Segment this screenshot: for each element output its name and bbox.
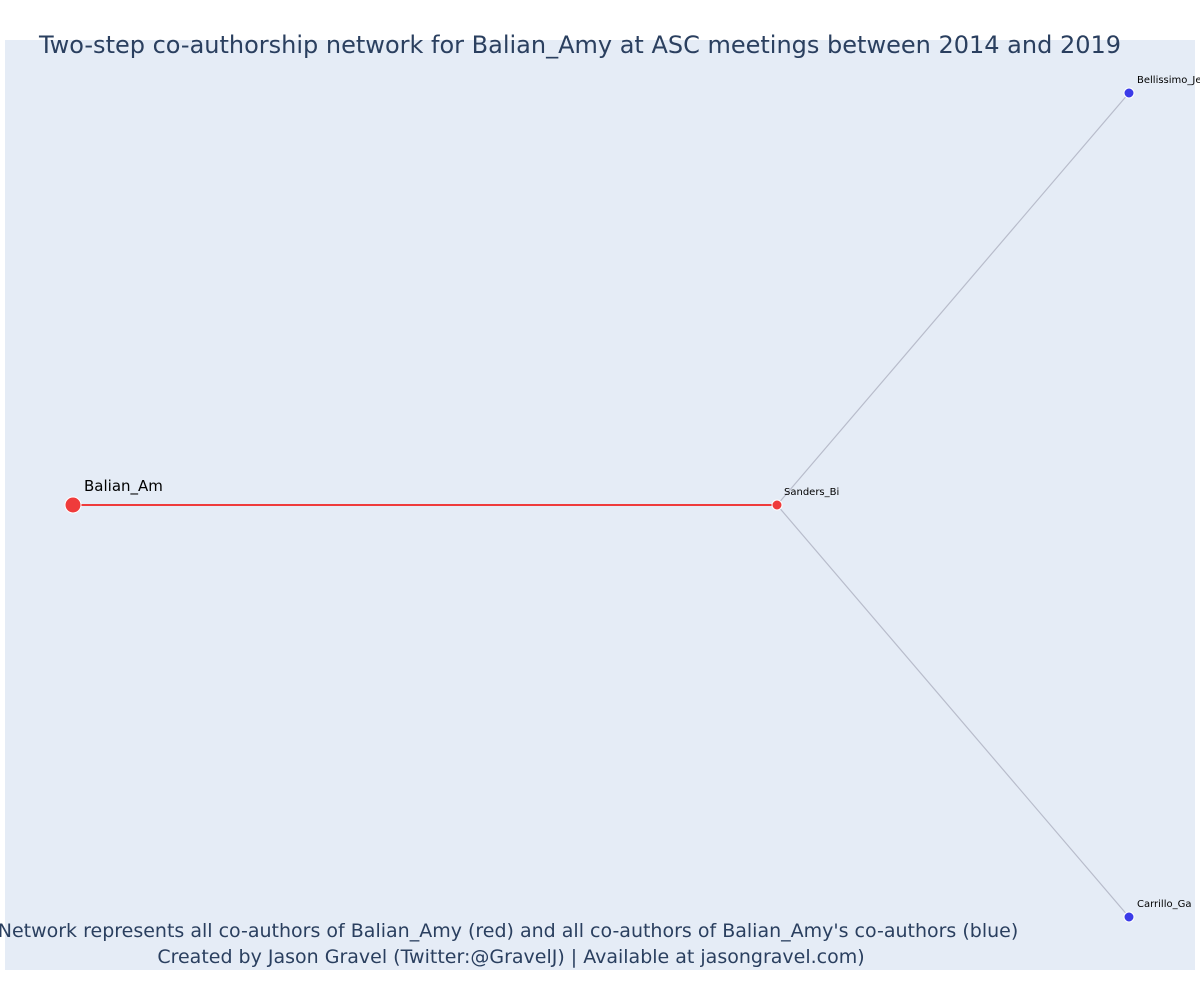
- node-label-sanders-bi: Sanders_Bi: [784, 487, 839, 498]
- node-carrillo-ga[interactable]: [1123, 911, 1135, 923]
- chart-title: Two-step co-authorship network for Balia…: [38, 31, 1121, 59]
- node-label-balian-am: Balian_Am: [84, 477, 163, 496]
- node-label-bellissimo-je: Bellissimo_Je: [1137, 75, 1200, 86]
- nodes-layer: [64, 87, 1135, 923]
- node-bellissimo-je[interactable]: [1123, 87, 1135, 99]
- edge-sanders_bi-carrillo_ga: [776, 504, 1130, 918]
- node-sanders-bi[interactable]: [771, 499, 783, 511]
- caption-line-1: Network represents all co-authors of Bal…: [0, 920, 1018, 942]
- node-label-carrillo-ga: Carrillo_Ga: [1137, 899, 1192, 910]
- node-balian-am[interactable]: [64, 496, 82, 514]
- edge-sanders_bi-bellissimo_je: [776, 92, 1130, 506]
- labels-layer: Balian_Am Sanders_Bi Bellissimo_Je Carrillo…: [84, 75, 1200, 910]
- edges-layer: [73, 92, 1130, 918]
- caption-line-2: Created by Jason Gravel (Twitter:@Gravel…: [157, 946, 864, 968]
